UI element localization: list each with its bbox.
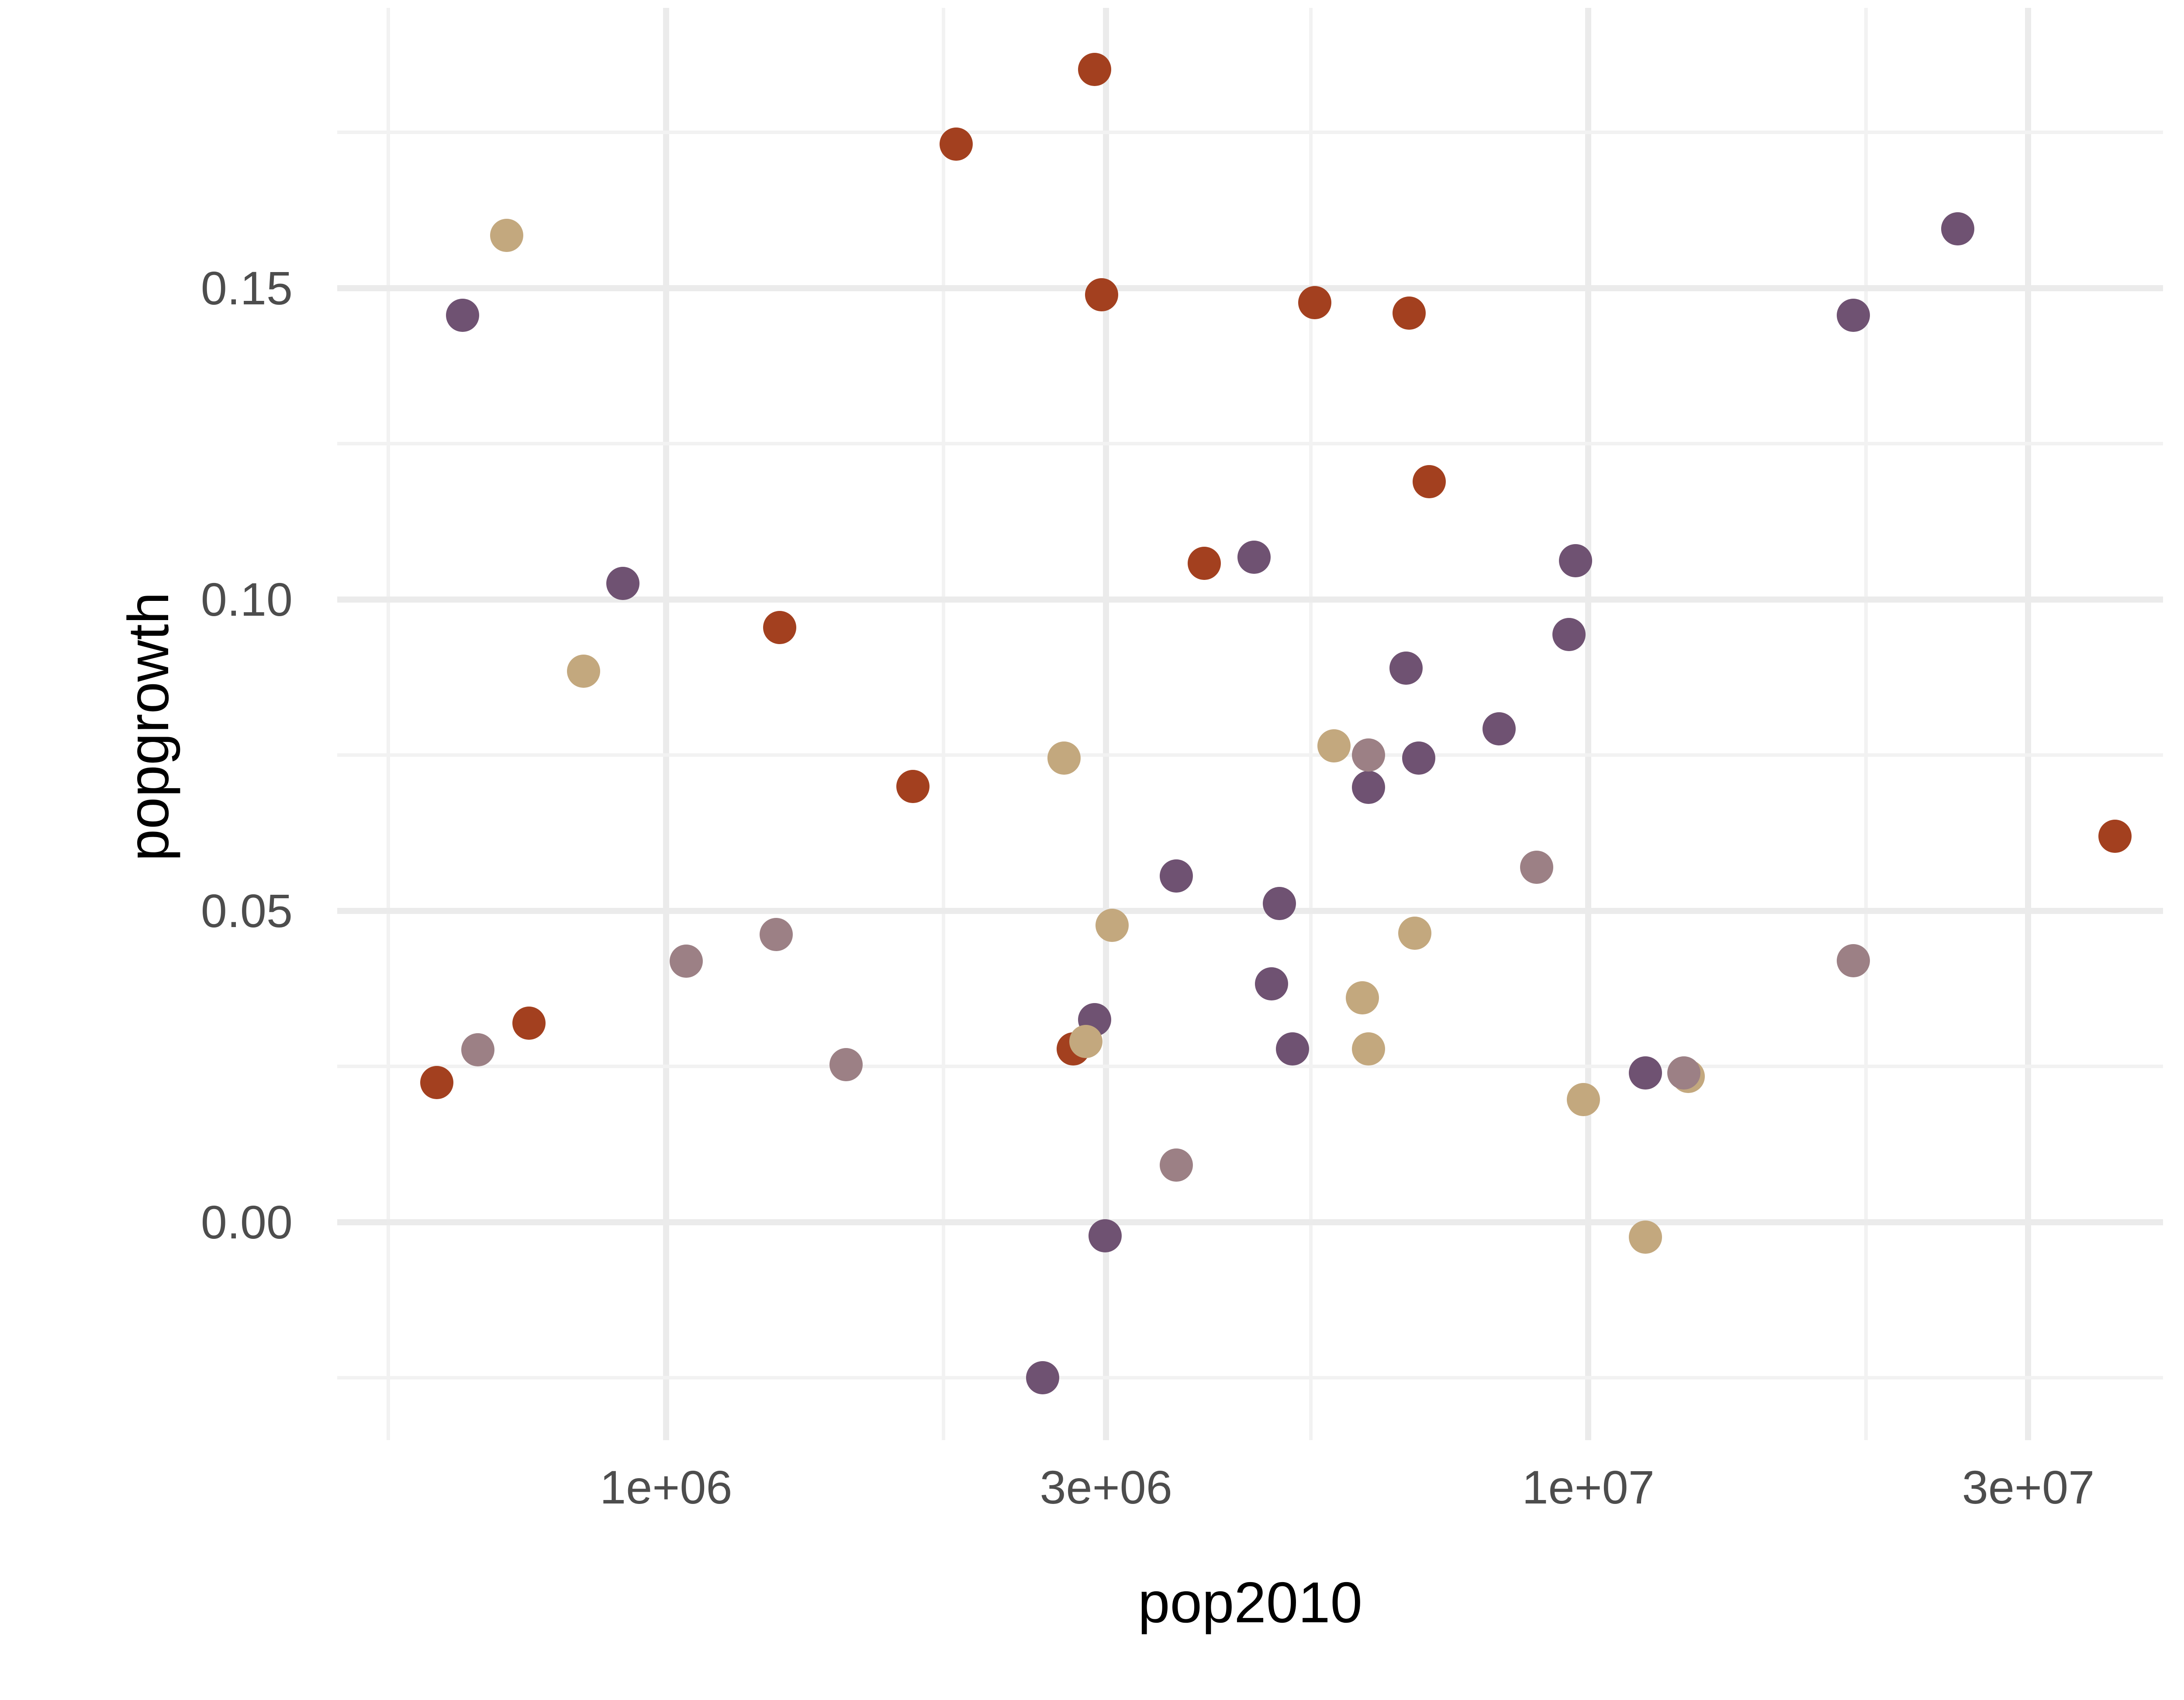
y-gridline-minor bbox=[337, 753, 2163, 757]
data-point bbox=[1351, 738, 1385, 772]
data-point bbox=[1552, 617, 1586, 651]
data-point bbox=[1047, 741, 1081, 775]
data-point bbox=[1095, 908, 1129, 942]
data-point bbox=[1629, 1056, 1662, 1090]
plot-panel bbox=[337, 8, 2163, 1440]
data-point bbox=[1667, 1056, 1701, 1090]
y-gridline-major bbox=[337, 907, 2163, 914]
data-point bbox=[490, 218, 524, 252]
x-tick-label: 1e+07 bbox=[1522, 1461, 1655, 1514]
x-gridline-major bbox=[1103, 8, 1109, 1440]
data-point bbox=[1317, 729, 1351, 762]
x-gridline-minor bbox=[942, 8, 946, 1440]
data-point bbox=[763, 610, 796, 644]
x-axis-title: pop2010 bbox=[1138, 1570, 1362, 1634]
x-gridline-major bbox=[2025, 8, 2032, 1440]
data-point bbox=[606, 566, 640, 600]
data-point bbox=[1263, 886, 1296, 920]
data-point bbox=[1520, 851, 1553, 884]
y-gridline-minor bbox=[337, 1376, 2163, 1380]
data-point bbox=[1836, 299, 1870, 332]
data-point bbox=[446, 299, 480, 332]
data-point bbox=[1159, 1148, 1193, 1182]
data-point bbox=[420, 1066, 453, 1100]
x-gridline-minor bbox=[387, 8, 390, 1440]
y-tick-label: 0.10 bbox=[200, 572, 293, 626]
y-axis-title: popgrowth bbox=[116, 592, 180, 862]
data-point bbox=[1559, 544, 1592, 578]
x-tick-label: 3e+06 bbox=[1040, 1461, 1172, 1514]
data-point bbox=[940, 128, 973, 161]
data-point bbox=[567, 654, 601, 688]
data-point bbox=[1398, 917, 1431, 950]
data-point bbox=[1254, 967, 1288, 1000]
x-gridline-minor bbox=[1309, 8, 1313, 1440]
data-point bbox=[1298, 286, 1331, 319]
data-point bbox=[1069, 1025, 1103, 1059]
y-gridline-minor bbox=[337, 131, 2163, 134]
data-point bbox=[1941, 212, 1974, 246]
data-point bbox=[1836, 944, 1870, 977]
y-gridline-minor bbox=[337, 1065, 2163, 1069]
x-tick-label: 1e+06 bbox=[600, 1461, 733, 1514]
x-tick-label: 3e+07 bbox=[1962, 1461, 2095, 1514]
data-point bbox=[670, 945, 703, 978]
data-point bbox=[1237, 540, 1271, 574]
data-point bbox=[1402, 741, 1435, 775]
data-point bbox=[896, 769, 930, 803]
data-point bbox=[1078, 53, 1112, 86]
data-point bbox=[1413, 465, 1446, 499]
x-gridline-major bbox=[1585, 8, 1592, 1440]
y-tick-label: 0.00 bbox=[200, 1195, 293, 1248]
y-gridline-major bbox=[337, 285, 2163, 291]
data-point bbox=[1026, 1361, 1059, 1395]
data-point bbox=[1345, 981, 1379, 1015]
data-point bbox=[1629, 1221, 1662, 1254]
data-point bbox=[1351, 771, 1385, 804]
data-point bbox=[1567, 1083, 1600, 1116]
data-point bbox=[1089, 1219, 1122, 1253]
data-point bbox=[1392, 296, 1426, 330]
data-point bbox=[829, 1048, 863, 1082]
x-gridline-major bbox=[663, 8, 669, 1440]
y-axis-tick-labels: 0.00 0.05 0.10 0.15 bbox=[0, 0, 306, 1700]
data-point bbox=[1482, 712, 1516, 746]
y-gridline-major bbox=[337, 596, 2163, 603]
data-point bbox=[1188, 547, 1221, 580]
data-point bbox=[1351, 1032, 1385, 1066]
y-gridline-minor bbox=[337, 442, 2163, 446]
x-gridline-minor bbox=[1864, 8, 1868, 1440]
data-point bbox=[759, 918, 793, 952]
data-point bbox=[1159, 859, 1193, 893]
data-point bbox=[2098, 819, 2132, 853]
data-point bbox=[1085, 278, 1119, 312]
y-gridline-major bbox=[337, 1219, 2163, 1225]
y-tick-label: 0.05 bbox=[200, 884, 293, 937]
data-point bbox=[512, 1006, 546, 1040]
data-point bbox=[1276, 1032, 1310, 1066]
data-point bbox=[1389, 651, 1423, 685]
y-tick-label: 0.15 bbox=[200, 261, 293, 314]
data-point bbox=[461, 1033, 494, 1066]
